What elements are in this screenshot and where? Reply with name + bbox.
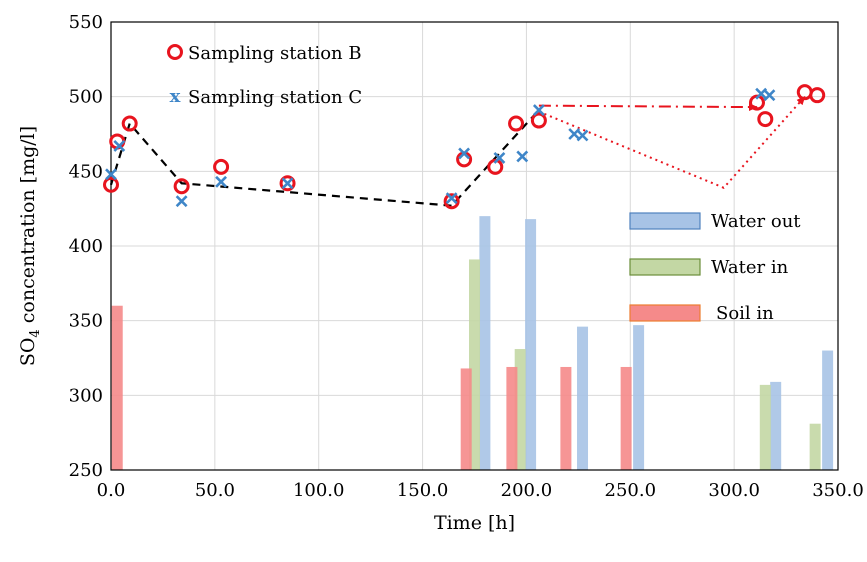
- bar-water-out: [479, 216, 491, 470]
- y-axis-title-prefix: SO: [17, 338, 39, 367]
- bar-soil-in: [620, 366, 632, 470]
- y-tick-label: 500: [69, 87, 103, 108]
- point-station-b: [530, 112, 547, 129]
- bar-soil-in: [111, 305, 123, 470]
- point-station-b: [109, 133, 126, 150]
- point-station-c: [281, 177, 294, 190]
- point-station-c: [516, 150, 529, 163]
- cross-stroke: [493, 151, 506, 164]
- point-station-c: [493, 151, 506, 164]
- marker-legend: Sampling station B x Sampling station C: [167, 43, 362, 108]
- plot-frame: [110, 21, 839, 471]
- point-station-c: [105, 168, 117, 181]
- y-tick-label: 550: [69, 12, 103, 33]
- bar-soil-in: [460, 368, 472, 470]
- point-station-c: [445, 192, 458, 205]
- y-axis-title: SO4 concentration [mg/l]: [17, 126, 43, 366]
- point-station-b: [508, 115, 525, 132]
- legend-marker-station-c: x: [170, 86, 181, 107]
- bar-soil-in: [560, 366, 572, 470]
- bar-water-in: [809, 423, 821, 470]
- marker-series: [103, 84, 826, 210]
- cross-stroke: [763, 89, 776, 102]
- cross-stroke: [113, 140, 126, 152]
- point-station-c: [113, 140, 126, 152]
- arrow-dash-dot: [538, 103, 758, 112]
- bar-series: [111, 216, 834, 470]
- bar-water-out: [822, 350, 834, 470]
- point-station-b: [121, 115, 138, 132]
- cross-stroke: [445, 192, 458, 205]
- bar-water-in: [469, 259, 480, 470]
- point-station-b: [213, 158, 230, 175]
- bar-legend: Water out Water in Soil in: [629, 211, 801, 324]
- x-tick-label: 300.0: [708, 480, 760, 501]
- y-tick-label: 400: [69, 236, 103, 257]
- arrow-dotted: [538, 95, 806, 189]
- cross-stroke: [532, 104, 545, 117]
- bar-water-out: [577, 326, 589, 470]
- legend-label: Water in: [711, 257, 789, 278]
- bar-water-in: [514, 349, 526, 470]
- legend-label: Soil in: [716, 303, 774, 324]
- point-station-b: [443, 193, 460, 210]
- y-axis-title-suffix: concentration [mg/l]: [17, 126, 39, 329]
- x-tick-label: 200.0: [501, 480, 553, 501]
- x-tick-label: 250.0: [605, 480, 657, 501]
- y-tick-label: 350: [69, 311, 103, 332]
- point-station-b: [809, 87, 826, 104]
- x-tick-label: 350.0: [812, 480, 864, 501]
- bar-water-in: [759, 384, 771, 470]
- legend-marker-station-b: [167, 44, 183, 60]
- x-axis-title: Time [h]: [434, 512, 515, 534]
- legend-swatch: [629, 212, 701, 230]
- y-axis-title-subscript: 4: [28, 329, 43, 337]
- point-station-b: [757, 111, 774, 128]
- bar-water-out: [770, 381, 782, 470]
- point-station-c: [458, 147, 471, 160]
- legend-label: Sampling station B: [188, 43, 362, 64]
- point-station-c: [763, 89, 776, 102]
- x-tick-label: 50.0: [195, 480, 235, 501]
- point-station-c: [532, 104, 545, 117]
- bar-water-out: [525, 219, 537, 470]
- x-tick-label: 0.0: [97, 480, 126, 501]
- legend-label: Water out: [711, 211, 801, 232]
- cross-stroke: [215, 175, 228, 188]
- point-station-b: [103, 176, 119, 193]
- cross-stroke: [458, 147, 471, 160]
- legend-label: Sampling station C: [188, 87, 362, 108]
- legend-swatch: [629, 258, 701, 276]
- point-station-c: [215, 175, 228, 188]
- bar-soil-in: [506, 366, 518, 470]
- bar-water-out: [633, 325, 645, 470]
- point-station-c: [175, 195, 188, 208]
- y-tick-label: 300: [69, 385, 103, 406]
- point-station-b: [279, 175, 296, 192]
- cross-stroke: [175, 195, 188, 208]
- trend-line-dashed: [109, 109, 540, 207]
- x-tick-label: 100.0: [293, 480, 345, 501]
- legend-swatch: [629, 304, 701, 322]
- x-tick-label: 150.0: [397, 480, 449, 501]
- tick-labels: 0.0 50.0 100.0 150.0 200.0 250.0 300.0 350.0 250…: [69, 12, 864, 501]
- point-station-b: [173, 178, 190, 195]
- cross-stroke: [105, 168, 117, 181]
- cross-stroke: [281, 177, 294, 190]
- y-tick-label: 250: [69, 460, 103, 481]
- cross-stroke: [576, 129, 589, 142]
- point-station-c: [576, 129, 589, 142]
- cross-stroke: [516, 150, 529, 163]
- y-tick-label: 450: [69, 161, 103, 182]
